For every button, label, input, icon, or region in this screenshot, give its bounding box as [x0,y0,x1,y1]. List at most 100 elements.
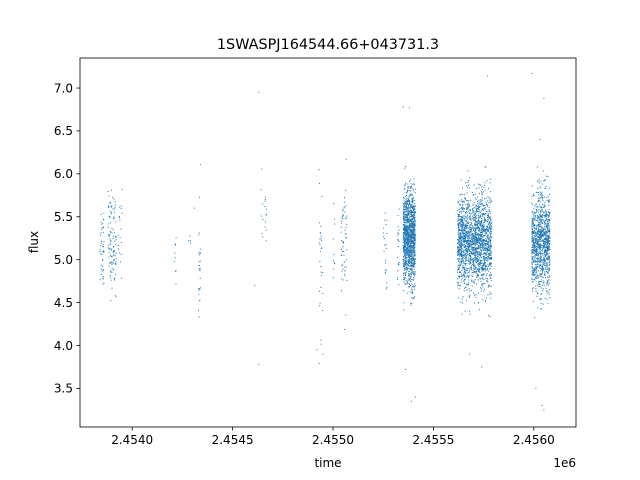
data-point [109,248,111,250]
data-point [486,246,488,248]
data-point [406,220,408,222]
data-point [463,214,465,216]
data-point [471,264,473,266]
data-point [412,224,414,226]
data-point [414,192,416,194]
data-point [483,250,485,252]
data-point [542,259,544,261]
data-point [457,275,459,277]
data-point [342,214,344,216]
data-point [103,231,105,233]
data-point [489,221,491,223]
data-point [490,236,492,238]
data-point [408,228,410,230]
data-point [468,248,470,250]
data-point [460,229,462,231]
data-point [332,277,334,279]
x-axis-ticks: 2.4540 2.4545 2.4550 2.4555 2.4560 [111,427,555,447]
data-point [411,261,413,263]
data-point [472,248,474,250]
data-point [413,225,415,227]
data-point [489,224,491,226]
data-point [407,261,409,263]
data-point [120,253,122,255]
data-point [406,281,408,283]
data-point [414,209,416,211]
data-point [334,223,336,225]
data-point [546,268,548,270]
data-point [544,216,546,218]
data-point [457,223,459,225]
data-point [479,224,481,226]
data-point [405,182,407,184]
data-point [465,216,467,218]
data-point [408,239,410,241]
data-point [488,244,490,246]
data-point [545,238,547,240]
data-point [411,245,413,247]
data-point [476,258,478,260]
data-point [115,237,117,239]
data-point [384,269,386,271]
data-point [538,245,540,247]
data-point [414,225,416,227]
data-point [113,259,115,261]
data-point [458,248,460,250]
data-point [488,210,490,212]
data-point [477,255,479,257]
data-point [545,270,547,272]
data-point [540,308,542,310]
data-point [464,233,466,235]
data-point [413,218,415,220]
data-point [543,263,545,265]
data-point [531,266,533,268]
data-point [473,219,475,221]
data-point [346,259,348,261]
data-point [544,235,546,237]
data-point [531,267,533,269]
data-point [411,297,413,299]
data-point [405,261,406,263]
data-point [533,239,535,241]
data-point [549,263,551,265]
data-point [476,240,478,242]
data-point [547,232,549,234]
data-point [539,251,541,253]
data-point [539,239,541,241]
data-point [470,228,472,230]
data-point [490,229,492,231]
data-point [473,247,475,249]
data-point [481,226,483,228]
data-point [413,237,415,239]
data-point [414,251,416,253]
data-point [480,259,482,261]
data-point [459,204,461,205]
data-point [413,285,415,287]
data-point [477,245,479,247]
data-point [345,205,347,207]
data-point [121,277,123,279]
data-point [537,225,539,227]
data-point [408,224,410,226]
data-point [405,227,407,229]
data-point [386,286,388,288]
data-point [547,292,549,294]
data-point [462,226,464,228]
data-point [483,263,485,265]
data-point [540,260,542,262]
data-point [406,214,408,216]
data-point [462,257,464,259]
data-point [466,268,468,270]
data-point [545,234,547,236]
data-point [457,267,459,269]
data-point [544,243,546,245]
data-point [547,237,549,239]
data-point [411,250,413,252]
data-point [199,248,201,250]
data-point [474,231,476,233]
data-point [457,251,459,253]
data-point [490,246,492,248]
data-point [407,279,409,281]
data-point [482,249,484,251]
data-point [409,255,411,257]
